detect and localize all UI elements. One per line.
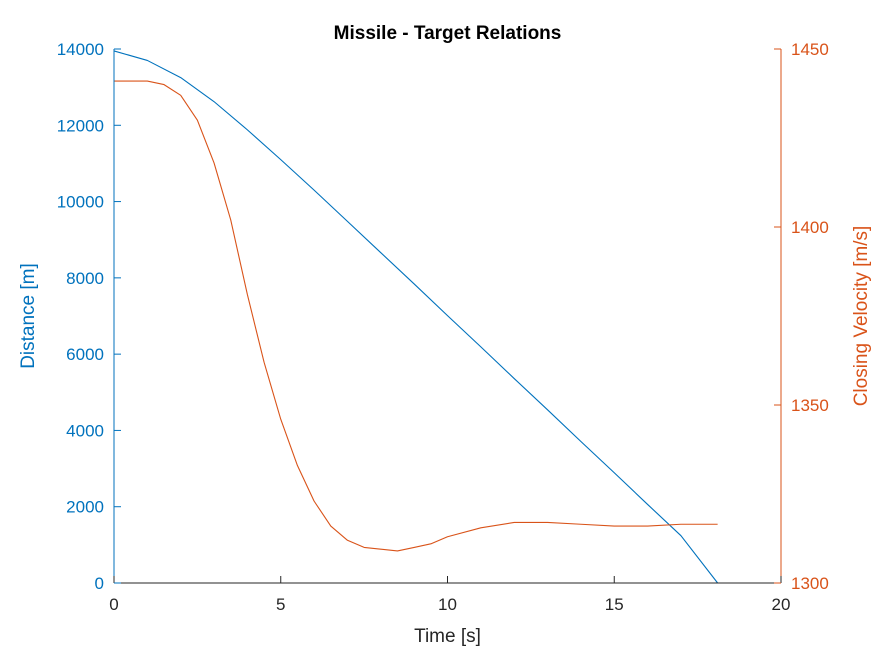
left-y-tick-label: 12000 — [57, 116, 104, 135]
left-y-tick-label: 4000 — [66, 421, 104, 440]
left-y-tick-label: 8000 — [66, 269, 104, 288]
left-y-tick-label: 2000 — [66, 498, 104, 517]
right-y-tick-label: 1300 — [791, 574, 829, 593]
ticks-layer: 0 5 10 15 20 0 2000 4000 6000 8000 10000 12000 14000… — [57, 40, 829, 614]
series-layer — [113, 50, 719, 584]
closing-velocity-series-line — [114, 80, 718, 552]
x-axis-title: Time [s] — [414, 626, 481, 647]
x-tick-label: 0 — [109, 595, 118, 614]
right-axis-title: Closing Velocity [m/s] — [851, 226, 872, 407]
x-tick-label: 10 — [438, 595, 457, 614]
right-y-tick-label: 1450 — [791, 40, 829, 59]
right-y-tick-label: 1400 — [791, 218, 829, 237]
left-y-tick-label: 0 — [95, 574, 104, 593]
left-axis-title: Distance [m] — [18, 263, 39, 369]
left-y-tick-label: 14000 — [57, 40, 104, 59]
chart-title: Missile - Target Relations — [334, 23, 562, 44]
x-tick-label: 20 — [772, 595, 791, 614]
right-y-tick-label: 1350 — [791, 396, 829, 415]
distance-series-line — [113, 50, 719, 584]
left-y-tick-label: 6000 — [66, 345, 104, 364]
x-tick-label: 15 — [605, 595, 624, 614]
left-y-tick-label: 10000 — [57, 193, 104, 212]
x-tick-label: 5 — [276, 595, 285, 614]
